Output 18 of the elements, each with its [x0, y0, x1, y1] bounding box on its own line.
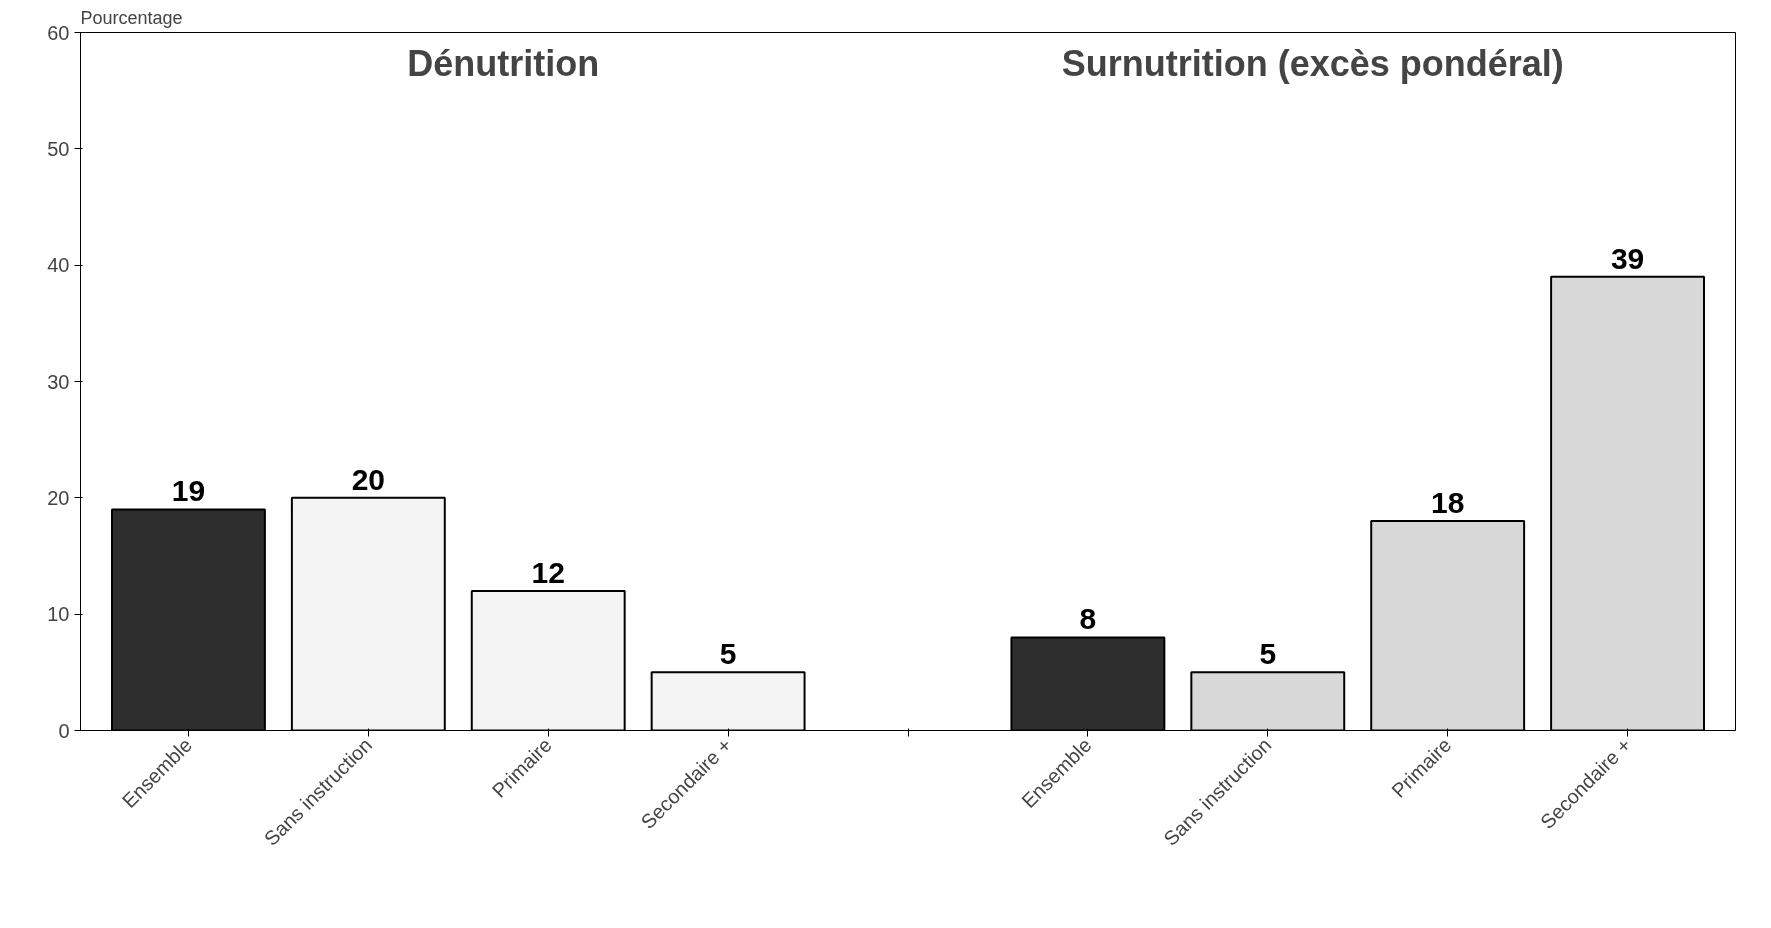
data-label: 18: [1430, 486, 1465, 520]
data-label: 12: [531, 555, 565, 589]
annotation: Dénutrition: [407, 42, 600, 84]
data-label: 5: [1259, 637, 1277, 671]
data-label: 39: [1610, 241, 1645, 275]
data-label: 20: [351, 462, 386, 496]
annotation: Surnutrition (excès pondéral): [1061, 42, 1564, 84]
y-tick-label: 30: [47, 370, 70, 393]
y-tick-label: 50: [47, 137, 70, 160]
y-tick-label: 0: [58, 719, 70, 742]
y-tick-label: 10: [47, 603, 70, 626]
data-label: 5: [719, 637, 737, 671]
data-label: 8: [1079, 602, 1097, 636]
y-tick-label: 40: [47, 254, 70, 277]
y-tick-label: 20: [47, 486, 70, 509]
y-tick-label: 60: [47, 21, 70, 44]
y-axis-title: Pourcentage: [80, 7, 183, 28]
data-label: 19: [171, 474, 206, 508]
